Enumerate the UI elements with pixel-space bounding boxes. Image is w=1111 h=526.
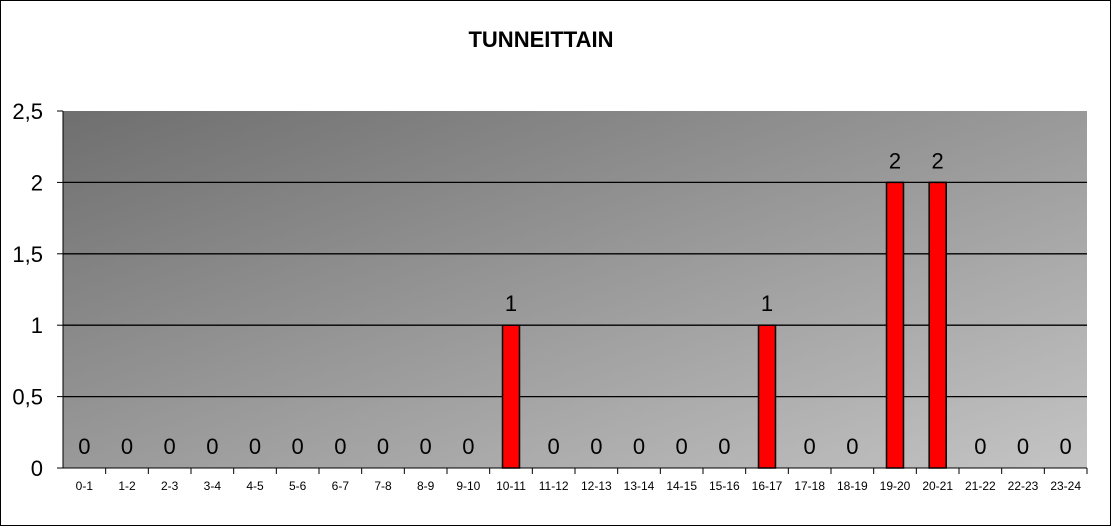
data-label: 0: [377, 434, 389, 459]
y-tick-label: 1,5: [12, 242, 43, 267]
x-tick-label: 22-23: [1008, 479, 1039, 493]
bar: [885, 181, 905, 469]
data-label: 0: [164, 434, 176, 459]
x-tick-label: 19-20: [880, 479, 911, 493]
bar: [501, 324, 521, 469]
x-axis-ticks: 0-1 1-2 2-3 3-4 4-5 5-6 6-7 7-8 8-9 9-10 10-11 11-1…: [76, 479, 1082, 493]
data-label: 0: [676, 434, 688, 459]
data-label: 0: [974, 434, 986, 459]
x-tick-label: 6-7: [332, 479, 350, 493]
x-tick-label: 17-18: [794, 479, 825, 493]
data-label: 0: [121, 434, 133, 459]
x-tick-label: 14-15: [666, 479, 697, 493]
data-label: 0: [718, 434, 730, 459]
data-labels: 0 0 0 0 0 0 0 0 0 0 1 0 0 0 0 0 1 0 0 2 2 0 0 0: [78, 148, 1072, 459]
x-tick-label: 18-19: [837, 479, 868, 493]
x-tick-label: 9-10: [456, 479, 480, 493]
chart-title: TUNNEITTAIN: [468, 27, 613, 52]
data-label: 2: [932, 148, 944, 173]
data-label: 0: [292, 434, 304, 459]
x-tick-label: 4-5: [246, 479, 264, 493]
data-label: 0: [78, 434, 90, 459]
data-label: 0: [206, 434, 218, 459]
x-tick-label: 16-17: [752, 479, 783, 493]
x-tick-label: 7-8: [374, 479, 392, 493]
x-tick-label: 5-6: [289, 479, 307, 493]
x-tick-label: 0-1: [76, 479, 94, 493]
data-label: 2: [889, 148, 901, 173]
axes: [57, 110, 1088, 474]
x-tick-label: 15-16: [709, 479, 740, 493]
y-tick-label: 2: [31, 170, 43, 195]
data-label: 0: [633, 434, 645, 459]
data-label: 0: [1017, 434, 1029, 459]
data-label: 0: [590, 434, 602, 459]
y-tick-label: 1: [31, 313, 43, 338]
gridlines: [63, 181, 1087, 398]
x-tick-label: 11-12: [539, 479, 569, 493]
data-label: 0: [1060, 434, 1072, 459]
plot-area: [63, 111, 1087, 468]
bars: [501, 181, 947, 469]
data-label: 1: [761, 291, 773, 316]
data-label: 1: [505, 291, 517, 316]
x-tick-label: 1-2: [118, 479, 136, 493]
y-tick-label: 0,5: [12, 385, 43, 410]
x-tick-label: 2-3: [161, 479, 179, 493]
x-tick-label: 12-13: [581, 479, 612, 493]
y-tick-label: 0: [31, 456, 43, 481]
data-label: 0: [420, 434, 432, 459]
data-label: 0: [548, 434, 560, 459]
x-tick-label: 13-14: [624, 479, 655, 493]
x-tick-label: 10-11: [496, 479, 526, 493]
y-tick-label: 2,5: [12, 99, 43, 124]
data-label: 0: [846, 434, 858, 459]
y-axis-ticks: 0 0,5 1 1,5 2 2,5: [12, 99, 43, 481]
x-tick-label: 3-4: [204, 479, 222, 493]
data-label: 0: [249, 434, 261, 459]
x-tick-label: 8-9: [417, 479, 435, 493]
x-tick-label: 23-24: [1050, 479, 1081, 493]
data-label: 0: [334, 434, 346, 459]
data-label: 0: [804, 434, 816, 459]
bar: [757, 324, 777, 469]
bar: [928, 181, 947, 469]
data-label: 0: [462, 434, 474, 459]
x-tick-label: 21-22: [965, 479, 996, 493]
x-tick-label: 20-21: [922, 479, 953, 493]
